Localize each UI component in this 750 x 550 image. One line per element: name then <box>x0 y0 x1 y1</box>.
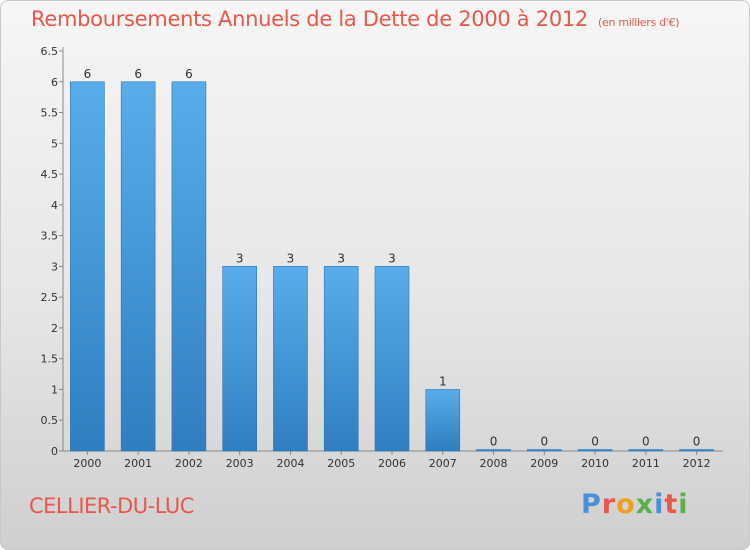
bar[interactable] <box>476 449 511 452</box>
bar[interactable] <box>374 266 410 452</box>
y-tick-label: 1 <box>51 383 58 396</box>
proxiti-logo[interactable]: Proxiti <box>581 489 689 520</box>
y-tick-label: 0 <box>51 445 58 458</box>
y-tick-label: 3 <box>51 260 58 273</box>
bar-data-label: 6 <box>84 67 92 81</box>
x-tick-label: 2010 <box>581 457 609 470</box>
y-tick-label: 4 <box>51 199 58 212</box>
bar-data-label: 0 <box>642 435 650 449</box>
bar-data-label: 3 <box>388 251 396 265</box>
bar[interactable] <box>323 266 359 452</box>
x-tick-label: 2012 <box>683 457 711 470</box>
y-tick-label: 2.5 <box>41 291 59 304</box>
bar[interactable] <box>527 449 562 452</box>
y-tick-label: 5.5 <box>41 107 59 120</box>
y-tick-label: 6.5 <box>41 45 59 58</box>
logo-letter: r <box>601 489 617 520</box>
x-tick-label: 2003 <box>226 457 254 470</box>
bar[interactable] <box>577 449 613 452</box>
y-tick-label: 2 <box>51 322 58 335</box>
logo-letter: t <box>664 489 679 520</box>
bar-data-label: 1 <box>439 374 447 388</box>
y-tick-label: 0.5 <box>41 414 59 427</box>
bar-data-label: 0 <box>591 435 599 449</box>
x-tick-label: 2001 <box>124 457 152 470</box>
x-tick-label: 2005 <box>327 457 355 470</box>
bar[interactable] <box>222 266 257 452</box>
chart-unit-label: (en milliers d'€) <box>598 16 680 29</box>
x-tick-label: 2009 <box>530 457 558 470</box>
logo-letter: x <box>635 489 655 520</box>
bar[interactable] <box>273 266 308 452</box>
x-tick-label: 2008 <box>480 457 508 470</box>
x-tick-label: 2007 <box>429 457 457 470</box>
x-tick-label: 2002 <box>175 457 203 470</box>
bar-data-label: 3 <box>287 251 295 265</box>
bars <box>70 81 714 452</box>
bar-data-label: 6 <box>185 67 193 81</box>
logo-letter: i <box>678 489 689 520</box>
logo-letter: P <box>581 489 602 520</box>
bar[interactable] <box>120 81 156 452</box>
y-tick-label: 6 <box>51 76 58 89</box>
y-tick-label: 4.5 <box>41 168 59 181</box>
bar-data-label: 3 <box>337 251 345 265</box>
logo-letter: o <box>616 489 636 520</box>
bar[interactable] <box>679 449 714 452</box>
y-tick-label: 3.5 <box>41 230 59 243</box>
y-tick-label: 1.5 <box>41 353 59 366</box>
x-axis: 2000 2001 2002 2003 2004 2005 2006 2007 2008 2009… <box>63 450 723 470</box>
bar[interactable] <box>171 81 207 452</box>
commune-name: CELLIER-DU-LUC <box>29 494 194 518</box>
chart-title: Remboursements Annuels de la Dette de 20… <box>31 7 679 31</box>
logo-letter: i <box>654 489 665 520</box>
bar-data-label: 0 <box>693 435 701 449</box>
x-tick-label: 2006 <box>378 457 406 470</box>
bar[interactable] <box>70 81 105 452</box>
bar-data-label: 3 <box>236 251 244 265</box>
bar-data-label: 0 <box>540 435 548 449</box>
y-axis: 0 0.5 1 1.5 2 2.5 3 3.5 4 4.5 5 5.5 6 6.5 <box>41 45 64 458</box>
x-tick-label: 2011 <box>632 457 660 470</box>
bar[interactable] <box>425 389 461 452</box>
chart-title-text: Remboursements Annuels de la Dette de 20… <box>31 7 588 31</box>
bar-data-label: 0 <box>490 435 498 449</box>
bar-data-label: 6 <box>134 67 142 81</box>
y-tick-label: 5 <box>51 137 58 150</box>
x-tick-label: 2004 <box>276 457 304 470</box>
bar[interactable] <box>628 449 664 452</box>
x-tick-label: 2000 <box>73 457 101 470</box>
bar-data-labels: 6 6 6 3 3 3 3 1 0 0 0 0 0 <box>84 67 701 449</box>
